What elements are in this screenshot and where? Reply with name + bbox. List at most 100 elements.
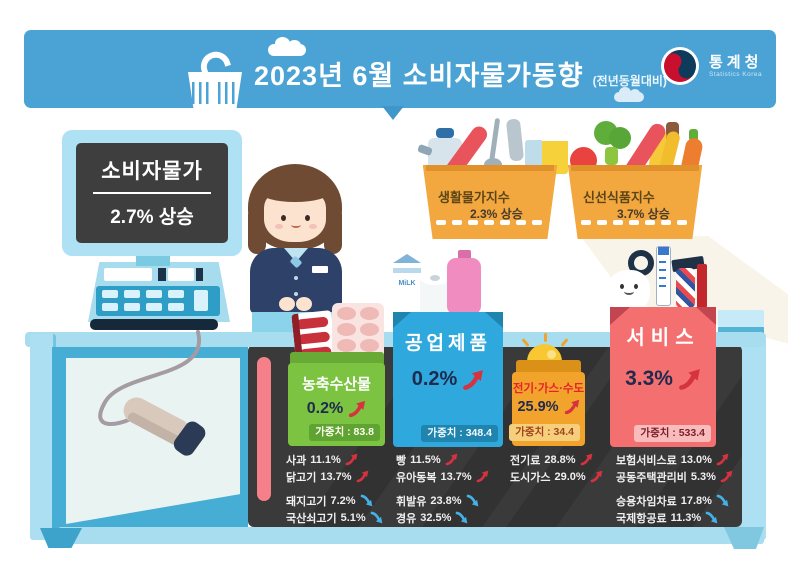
egg <box>360 339 379 352</box>
detail-item: 유아동복 13.7% <box>396 468 489 485</box>
page-title: 2023년 6월 소비자물가동향 <box>254 61 584 91</box>
bangs <box>260 182 330 202</box>
box-fold <box>610 307 630 325</box>
detail-value: 23.8% <box>430 494 462 507</box>
basket-logo-handle <box>196 47 232 75</box>
weight-badge: 가중치 : 348.4 <box>421 425 498 442</box>
meat-stripe <box>295 316 329 330</box>
milk-carton-icon: MiLK <box>393 254 421 315</box>
up-arrow-icon <box>463 369 484 390</box>
basket-slot <box>516 220 526 225</box>
pink-bar <box>257 357 271 501</box>
detail-label: 국제항공료 <box>616 512 667 525</box>
header-band: 2023년 6월 소비자물가동향 (전년동월대비) 통계청 Statistics… <box>24 30 776 108</box>
name-tag <box>312 266 328 273</box>
detergent-bottle-icon <box>447 258 481 315</box>
detail-list-agri: 사과 11.1% 닭고기 13.7% 돼지고기 7.2% 국산쇠고기 5.1% <box>286 451 383 526</box>
counter-right-ledge <box>718 310 764 327</box>
detail-value: 13.7% <box>440 470 472 483</box>
up-arrow-icon <box>580 453 592 466</box>
weight-badge: 가중치 : 34.4 <box>509 424 580 441</box>
broccoli-stem <box>605 147 618 165</box>
hair-side <box>248 214 266 254</box>
cash-register <box>88 262 230 330</box>
eye <box>305 215 310 221</box>
detail-item: 도시가스 29.0% <box>510 468 603 485</box>
register-slot <box>104 268 152 281</box>
basket-body <box>567 165 703 239</box>
category-box-utility: 전기·가스·수도 25.9% 가중치 : 34.4 <box>509 372 585 446</box>
category-title: 전기·가스·수도 <box>512 383 585 395</box>
detail-list-utility: 전기료 28.8% 도시가스 29.0% <box>510 451 603 485</box>
cpi-label: 소비자물가 <box>101 160 203 183</box>
category-value: 0.2% <box>393 368 503 391</box>
detail-value: 11.1% <box>310 453 341 466</box>
basket-value: 2.3% 상승 <box>470 207 523 221</box>
weight-badge: 가중치 : 83.8 <box>309 424 380 441</box>
basket-slot <box>629 220 639 225</box>
category-box-industrial: 공업제품 0.2% 가중치 : 348.4 <box>393 312 503 447</box>
syringe-tick <box>659 277 666 279</box>
detail-item: 휘발유 23.8% <box>396 492 489 509</box>
bulb-shine <box>547 350 556 359</box>
flap-agri <box>290 352 384 366</box>
up-arrow-icon <box>356 470 368 483</box>
down-arrow-icon <box>456 511 468 524</box>
bulb-ray <box>544 333 547 342</box>
detail-label: 빵 <box>396 454 407 467</box>
syringe-icon <box>656 246 671 306</box>
hand <box>279 297 295 311</box>
category-value-text: 25.9% <box>517 399 559 415</box>
barber-pole-icon <box>676 268 695 308</box>
cpi-value: 2.7% 상승 <box>110 207 194 228</box>
category-value: 3.3% <box>610 367 716 391</box>
price-monitor: 소비자물가 2.7% 상승 <box>62 130 242 256</box>
counter-right-ledge-edge <box>718 327 764 333</box>
divider <box>93 192 211 194</box>
toilet-paper-icon <box>420 271 450 315</box>
counter-front-panel <box>66 358 240 524</box>
detail-label: 도시가스 <box>510 471 551 484</box>
up-arrow-icon <box>349 400 366 418</box>
basket-slot <box>532 220 542 225</box>
paper-hole <box>430 275 440 281</box>
carrot-leaf <box>689 129 698 141</box>
up-arrow-icon <box>720 470 733 483</box>
counter-foot-right <box>724 527 764 549</box>
meat-stripe <box>297 331 331 345</box>
detail-label: 국산쇠고기 <box>286 512 337 525</box>
cloud-icon <box>614 86 644 102</box>
detail-value: 17.8% <box>680 494 712 507</box>
category-value-text: 0.2% <box>411 368 458 390</box>
eye <box>281 215 286 221</box>
up-arrow-icon <box>445 453 458 466</box>
egg <box>337 323 356 336</box>
button <box>294 276 298 280</box>
category-box-agri: 농축수산물 0.2% 가중치 : 83.8 <box>288 363 385 446</box>
counter-base <box>58 527 764 544</box>
detail-item: 국산쇠고기 5.1% <box>286 509 383 526</box>
detail-value: 7.2% <box>330 494 356 507</box>
basket-slot <box>468 220 478 225</box>
keypad <box>96 286 220 316</box>
taegeuk-icon <box>661 47 699 85</box>
basket-label: 생활물가지수 <box>438 190 510 205</box>
syringe-tick <box>659 285 666 287</box>
up-arrow-icon <box>476 470 489 483</box>
egg <box>360 307 379 320</box>
syringe-tick <box>659 269 666 271</box>
spatula-icon <box>505 118 525 162</box>
agency-name: 통계청 <box>709 54 763 71</box>
down-arrow-icon <box>466 494 478 507</box>
detail-label: 승용차임차료 <box>616 495 677 508</box>
detail-list-service: 보험서비스료 13.0% 공동주택관리비 5.3% 승용차임차료 17.8% 국… <box>616 451 733 526</box>
down-arrow-icon <box>705 511 718 524</box>
category-title: 서비스 <box>626 327 700 349</box>
living-price-basket: 생활물가지수 2.3% 상승 <box>417 113 568 243</box>
down-arrow-icon <box>360 494 372 507</box>
mouth <box>291 222 301 228</box>
box-fold <box>485 312 503 328</box>
category-value-text: 0.2% <box>306 400 344 417</box>
box-fold <box>393 312 411 328</box>
